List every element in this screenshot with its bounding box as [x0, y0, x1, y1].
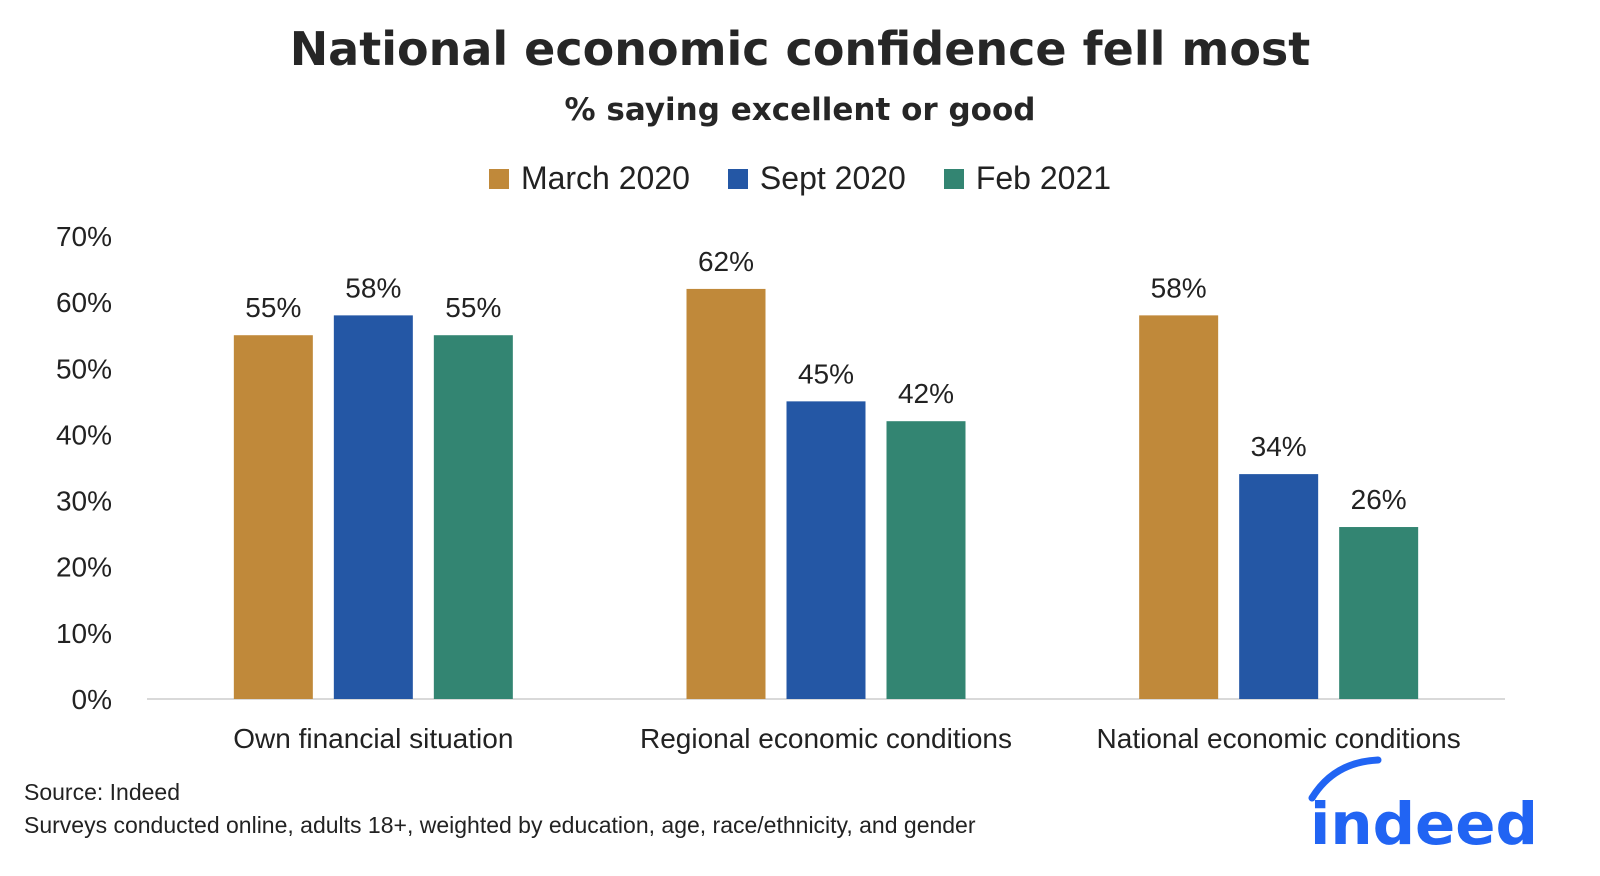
source-line: Source: Indeed	[24, 779, 181, 805]
bar	[333, 315, 413, 699]
bar	[1239, 474, 1319, 699]
bar	[686, 288, 766, 699]
y-tick-label: 30%	[56, 486, 112, 517]
legend-label-sept-2020: Sept 2020	[759, 160, 906, 196]
legend-label-march-2020: March 2020	[520, 160, 690, 196]
data-label: 45%	[798, 358, 854, 389]
x-tick-label: Regional economic conditions	[640, 723, 1012, 754]
data-label: 42%	[898, 378, 954, 409]
data-label: 62%	[698, 246, 754, 277]
data-label: 58%	[1151, 272, 1207, 303]
bar	[433, 335, 513, 699]
y-tick-label: 60%	[56, 287, 112, 318]
data-label: 58%	[345, 272, 401, 303]
bar	[786, 401, 866, 699]
chart-subtitle: % saying excellent or good	[564, 92, 1036, 128]
legend: March 2020 Sept 2020 Feb 2021	[0, 160, 1600, 197]
bar	[886, 421, 966, 699]
x-tick-label: National economic conditions	[1097, 723, 1461, 754]
legend-swatch-feb-2021	[943, 168, 964, 189]
y-tick-label: 40%	[56, 419, 112, 450]
legend-item-march-2020: March 2020	[488, 160, 690, 197]
bar	[1139, 315, 1219, 699]
data-label: 34%	[1251, 431, 1307, 462]
legend-item-feb-2021: Feb 2021	[943, 160, 1112, 197]
source-note: Source: Indeed Surveys conducted online,…	[24, 776, 976, 842]
legend-swatch-march-2020	[488, 168, 509, 189]
logo-arc	[1308, 756, 1382, 802]
survey-note: Surveys conducted online, adults 18+, we…	[24, 812, 976, 838]
indeed-logo: indeed	[1308, 756, 1538, 854]
legend-label-feb-2021: Feb 2021	[975, 160, 1112, 196]
legend-swatch-sept-2020	[727, 168, 748, 189]
chart-title: National economic confidence fell most	[289, 22, 1311, 76]
y-tick-label: 70%	[56, 221, 112, 252]
logo-wordmark: indeed	[1310, 790, 1538, 854]
y-tick-label: 20%	[56, 552, 112, 583]
y-tick-label: 10%	[56, 618, 112, 649]
data-label: 55%	[445, 292, 501, 323]
x-tick-label: Own financial situation	[233, 723, 513, 754]
bar	[1339, 527, 1419, 699]
y-tick-label: 50%	[56, 353, 112, 384]
data-label: 55%	[245, 292, 301, 323]
data-label: 26%	[1351, 484, 1407, 515]
y-tick-label: 0%	[72, 684, 112, 715]
legend-item-sept-2020: Sept 2020	[727, 160, 906, 197]
bar	[233, 335, 313, 699]
